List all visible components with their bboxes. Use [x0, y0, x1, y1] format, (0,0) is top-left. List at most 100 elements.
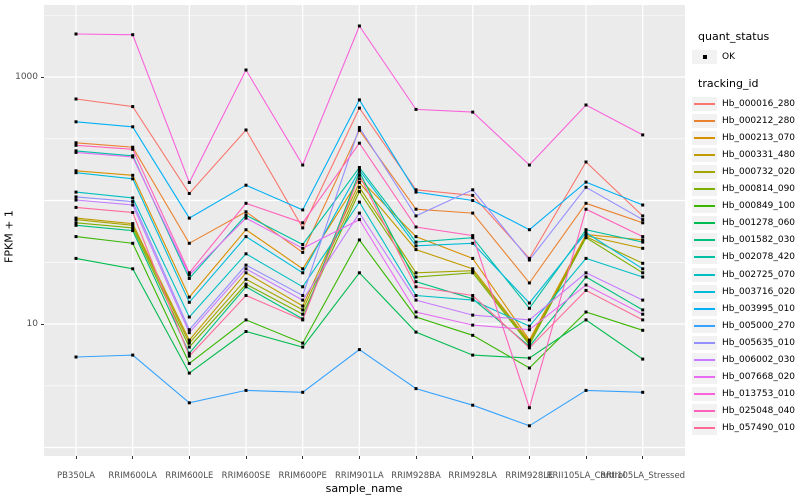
data-point-Hb_006002_030-RRII105LA_Stressed[interactable]	[641, 298, 645, 302]
data-point-Hb_025048_040-RRIM600LA[interactable]	[131, 147, 135, 151]
data-point-Hb_001278_060-RRIM928BA[interactable]	[414, 330, 418, 334]
data-point-Hb_000212_280-RRIM600PE[interactable]	[301, 250, 305, 254]
data-point-Hb_057490_010-RRIM901LA[interactable]	[357, 173, 361, 177]
data-point-Hb_057490_010-RRIM600PE[interactable]	[301, 318, 305, 322]
data-point-Hb_000213_070-RRIM600SE[interactable]	[244, 228, 248, 232]
legend-item-Hb_002725_070[interactable]: Hb_002725_070	[692, 266, 798, 283]
data-point-Hb_002725_070-RRIM928LE[interactable]	[527, 324, 531, 328]
data-point-Hb_025048_040-RRIM928LA[interactable]	[471, 234, 475, 238]
data-point-Hb_003995_010-RRII105LA_Control[interactable]	[584, 180, 588, 184]
data-point-Hb_003995_010-RRIM600LE[interactable]	[187, 216, 191, 220]
data-point-Hb_005635_010-RRIM600LE[interactable]	[187, 328, 191, 332]
data-point-Hb_000732_020-RRIM928LE[interactable]	[527, 341, 531, 345]
data-point-Hb_003716_020-RRIM928LE[interactable]	[527, 301, 531, 305]
data-point-Hb_001582_030-PB350LA[interactable]	[74, 223, 78, 227]
data-point-Hb_000213_070-PB350LA[interactable]	[74, 169, 78, 173]
data-point-Hb_007668_020-RRIM600PE[interactable]	[301, 246, 305, 250]
data-point-Hb_013753_010-RRIM600LE[interactable]	[187, 181, 191, 184]
legend-item-Hb_001582_030[interactable]: Hb_001582_030	[692, 232, 798, 249]
data-point-Hb_002725_070-RRIM928LA[interactable]	[471, 298, 475, 302]
data-point-Hb_007668_020-PB350LA[interactable]	[74, 150, 78, 154]
data-point-Hb_002725_070-RRII105LA_Control[interactable]	[584, 256, 588, 260]
data-point-Hb_002078_420-RRIM928LE[interactable]	[527, 306, 531, 310]
data-point-Hb_005635_010-PB350LA[interactable]	[74, 195, 78, 199]
data-point-Hb_001582_030-RRIM928BA[interactable]	[414, 280, 418, 284]
data-point-Hb_005000_270-RRIM928LA[interactable]	[471, 403, 475, 407]
data-point-Hb_000814_090-RRIM600PE[interactable]	[301, 312, 305, 316]
data-point-Hb_001582_030-RRIM901LA[interactable]	[357, 170, 361, 174]
data-point-Hb_025048_040-PB350LA[interactable]	[74, 143, 78, 147]
data-point-Hb_025048_040-RRIM928BA[interactable]	[414, 225, 418, 229]
data-point-Hb_003716_020-RRII105LA_Stressed[interactable]	[641, 267, 645, 271]
data-point-Hb_000016_280-RRIM928LA[interactable]	[471, 193, 475, 197]
data-point-Hb_000213_070-RRIM600LE[interactable]	[187, 295, 191, 299]
data-point-Hb_002725_070-RRIM901LA[interactable]	[357, 200, 361, 204]
data-point-Hb_002078_420-RRIM600PE[interactable]	[301, 243, 305, 246]
data-point-Hb_000212_280-RRIM928LA[interactable]	[471, 211, 475, 215]
data-point-Hb_013753_010-RRIM600SE[interactable]	[244, 68, 248, 72]
data-point-Hb_006002_030-PB350LA[interactable]	[74, 198, 78, 202]
data-point-Hb_005000_270-RRII105LA_Stressed[interactable]	[641, 390, 645, 394]
data-point-Hb_025048_040-RRII105LA_Control[interactable]	[584, 207, 588, 211]
data-point-Hb_001278_060-PB350LA[interactable]	[74, 256, 78, 260]
data-point-Hb_001582_030-RRII105LA_Stressed[interactable]	[641, 308, 645, 312]
data-point-Hb_007668_020-RRIM928BA[interactable]	[414, 310, 418, 314]
data-point-Hb_005635_010-RRIM928LA[interactable]	[471, 188, 475, 192]
data-point-Hb_003716_020-PB350LA[interactable]	[74, 171, 78, 175]
legend-item-Hb_001278_060[interactable]: Hb_001278_060	[692, 215, 798, 232]
data-point-Hb_000016_280-RRIM928BA[interactable]	[414, 188, 418, 192]
data-point-Hb_003995_010-RRIM600PE[interactable]	[301, 208, 305, 212]
data-point-Hb_000212_280-PB350LA[interactable]	[74, 141, 78, 145]
data-point-Hb_001278_060-RRIM600SE[interactable]	[244, 330, 248, 333]
data-point-Hb_000814_090-RRIM928BA[interactable]	[414, 275, 418, 279]
data-point-Hb_000213_070-RRIM600LA[interactable]	[131, 173, 135, 177]
data-point-Hb_000849_100-RRIM600PE[interactable]	[301, 341, 305, 345]
data-point-Hb_057490_010-RRII105LA_Control[interactable]	[584, 288, 588, 292]
data-point-Hb_001582_030-RRIM928LE[interactable]	[527, 344, 531, 348]
data-point-Hb_000016_280-RRII105LA_Stressed[interactable]	[641, 214, 645, 218]
legend-item-Hb_005000_270[interactable]: Hb_005000_270	[692, 317, 798, 334]
data-point-Hb_057490_010-RRII105LA_Stressed[interactable]	[641, 318, 645, 322]
legend-item-Hb_000814_090[interactable]: Hb_000814_090	[692, 181, 798, 198]
data-point-Hb_000732_020-RRIM600SE[interactable]	[244, 277, 248, 281]
data-point-Hb_003995_010-RRII105LA_Stressed[interactable]	[641, 203, 645, 207]
data-point-Hb_001582_030-RRIM600LA[interactable]	[131, 229, 135, 233]
data-point-Hb_005000_270-RRIM600PE[interactable]	[301, 390, 305, 394]
data-point-Hb_013753_010-RRIM600PE[interactable]	[301, 163, 305, 167]
data-point-Hb_005000_270-RRIM928BA[interactable]	[414, 387, 418, 391]
data-point-Hb_000016_280-RRIM600PE[interactable]	[301, 226, 305, 230]
data-point-Hb_001278_060-RRII105LA_Control[interactable]	[584, 318, 588, 322]
data-point-Hb_013753_010-RRII105LA_Control[interactable]	[584, 103, 588, 107]
data-point-Hb_000331_480-RRIM600PE[interactable]	[301, 304, 305, 308]
data-point-Hb_003716_020-RRIM928BA[interactable]	[414, 244, 418, 248]
legend-item-Hb_000212_280[interactable]: Hb_000212_280	[692, 112, 798, 129]
legend-item-Hb_000849_100[interactable]: Hb_000849_100	[692, 198, 798, 215]
data-point-Hb_002078_420-RRIM928BA[interactable]	[414, 240, 418, 244]
data-point-Hb_000213_070-RRIM901LA[interactable]	[357, 177, 361, 181]
legend-item-Hb_002078_420[interactable]: Hb_002078_420	[692, 249, 798, 266]
legend-item-ok[interactable]: OK	[692, 48, 798, 65]
data-point-Hb_025048_040-RRIM600PE[interactable]	[301, 221, 305, 225]
data-point-Hb_000849_100-RRIM928LE[interactable]	[527, 366, 531, 370]
data-point-Hb_005635_010-RRIM901LA[interactable]	[357, 126, 361, 129]
data-point-Hb_005635_010-RRIM600PE[interactable]	[301, 294, 305, 297]
data-point-Hb_000732_020-PB350LA[interactable]	[74, 218, 78, 222]
data-point-Hb_000849_100-RRIM928BA[interactable]	[414, 315, 418, 319]
data-point-Hb_000849_100-PB350LA[interactable]	[74, 235, 78, 239]
data-point-Hb_002725_070-RRIM600LE[interactable]	[187, 315, 191, 319]
data-point-Hb_013753_010-RRIM600LA[interactable]	[131, 33, 135, 37]
data-point-Hb_000732_020-RRIM600LA[interactable]	[131, 223, 135, 227]
data-point-Hb_057490_010-RRIM600LA[interactable]	[131, 211, 135, 214]
legend-item-Hb_006002_030[interactable]: Hb_006002_030	[692, 352, 798, 369]
data-point-Hb_000849_100-RRIM928LA[interactable]	[471, 333, 475, 337]
legend-item-Hb_003995_010[interactable]: Hb_003995_010	[692, 300, 798, 317]
data-point-Hb_002078_420-RRIM600LE[interactable]	[187, 276, 191, 280]
data-point-Hb_001278_060-RRIM600LA[interactable]	[131, 267, 135, 271]
data-point-Hb_057490_010-PB350LA[interactable]	[74, 205, 78, 209]
data-point-Hb_000212_280-RRIM600LE[interactable]	[187, 241, 191, 245]
data-point-Hb_000849_100-RRIM600LA[interactable]	[131, 241, 135, 245]
data-point-Hb_005000_270-PB350LA[interactable]	[74, 355, 78, 359]
data-point-Hb_005000_270-RRIM600LA[interactable]	[131, 353, 135, 357]
data-point-Hb_000849_100-RRIM901LA[interactable]	[357, 238, 361, 242]
data-point-Hb_001582_030-RRIM600LE[interactable]	[187, 351, 191, 355]
